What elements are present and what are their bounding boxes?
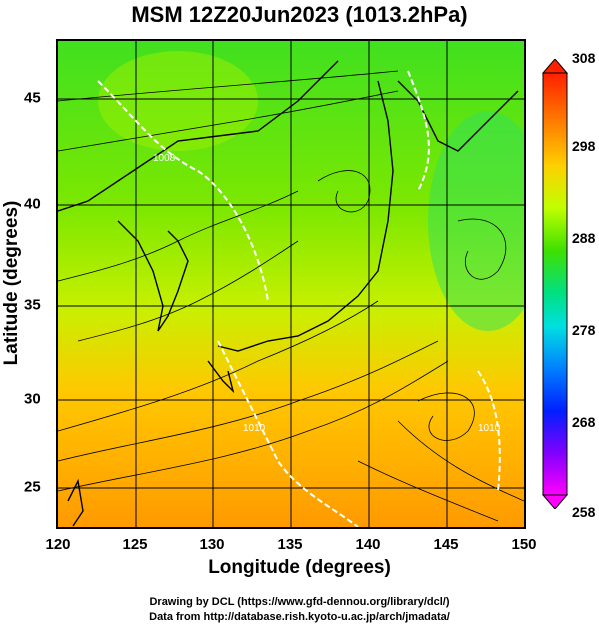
x-tick-label: 120 xyxy=(45,536,71,553)
contour-label: 1010 xyxy=(243,423,266,434)
colorbar-label: 288 xyxy=(572,230,596,246)
x-axis-label: Longitude (degrees) xyxy=(208,557,391,578)
y-tick-label: 45 xyxy=(24,89,41,107)
credit-line: Data from http://database.rish.kyoto-u.a… xyxy=(149,611,450,623)
colorbar-label: 258 xyxy=(572,504,596,520)
contour-label: 1008 xyxy=(153,153,176,164)
x-tick-label: 150 xyxy=(511,536,537,553)
map-plot-area: 1008 1010 1010 xyxy=(56,39,526,529)
colorbar-label: 298 xyxy=(572,138,596,154)
x-tick-label: 145 xyxy=(433,536,459,553)
x-tick-label: 130 xyxy=(199,536,225,553)
colorbar-label: 278 xyxy=(572,322,596,338)
x-tick-label: 125 xyxy=(122,536,148,553)
y-tick-label: 30 xyxy=(24,390,41,408)
colorbar-svg xyxy=(541,58,569,510)
isobar-contours xyxy=(97,70,501,527)
colorbar-top-arrow xyxy=(541,58,569,74)
x-tick-label: 135 xyxy=(277,536,303,553)
colorbar-bottom-arrow xyxy=(541,494,569,510)
colorbar-gradient xyxy=(542,72,568,496)
grid-lines xyxy=(58,41,524,527)
contour-label: 1010 xyxy=(478,423,501,434)
y-tick-label: 35 xyxy=(24,296,41,314)
colorbar-label: 268 xyxy=(572,414,596,430)
cool-region xyxy=(428,111,524,331)
y-axis-label: Latitude (degrees) xyxy=(1,200,22,366)
colorbar xyxy=(541,58,569,510)
wind-streamlines xyxy=(58,70,524,522)
x-tick-label: 140 xyxy=(355,536,381,553)
y-tick-label: 40 xyxy=(24,195,41,213)
coastlines xyxy=(58,60,519,527)
warm-region xyxy=(98,51,258,151)
chart-title: MSM 12Z20Jun2023 (1013.2hPa) xyxy=(131,2,468,27)
colorbar-label: 308 xyxy=(572,50,596,66)
credit-line: Drawing by DCL (https://www.gfd-dennou.o… xyxy=(149,596,450,608)
map-svg: 1008 1010 1010 xyxy=(58,41,524,527)
y-tick-label: 25 xyxy=(24,478,41,496)
